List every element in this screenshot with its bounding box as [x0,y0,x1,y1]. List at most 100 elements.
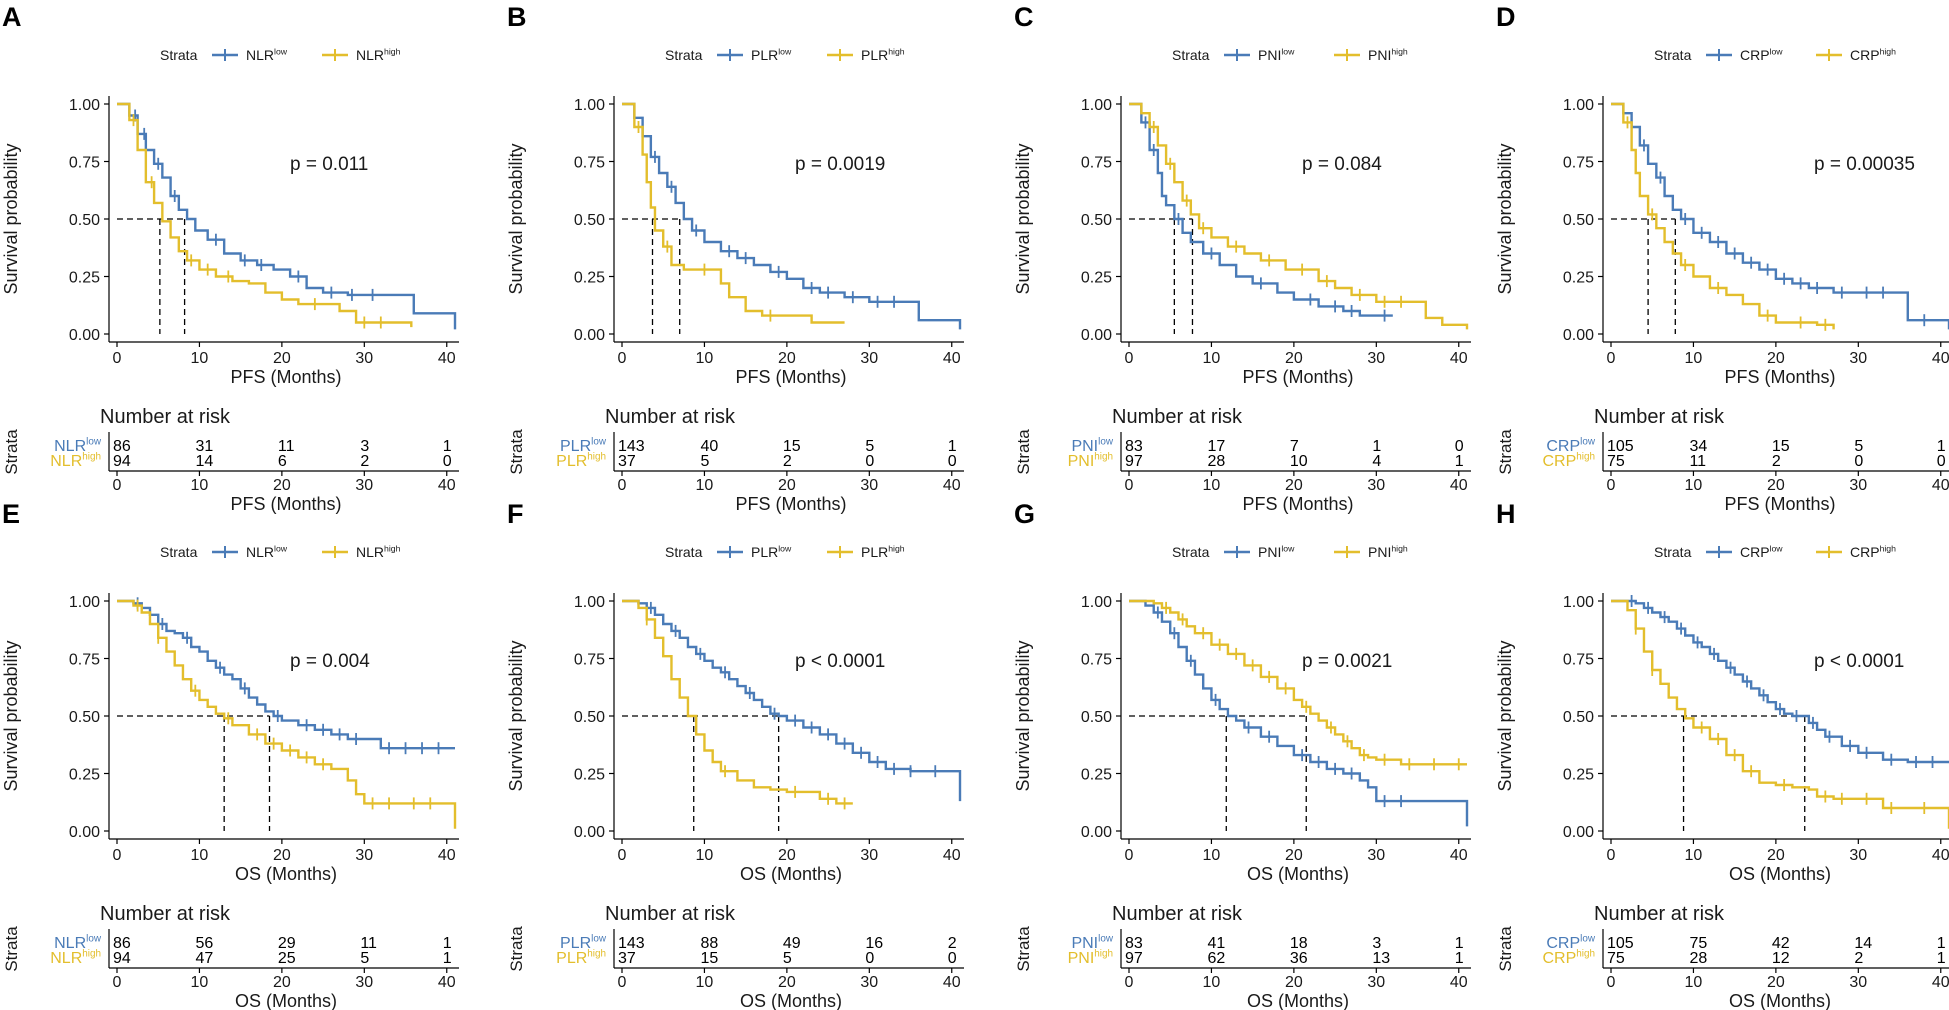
risk-row-label-high-sup: high [587,949,606,960]
risk-count: 10 [1290,453,1308,470]
risk-x-tick-label: 30 [860,974,878,991]
risk-title: Number at risk [605,406,736,428]
legend: Strata PLRlow PLRhigh [665,46,905,63]
km-curve-low [117,599,455,750]
y-tick-label: 0.50 [1081,212,1112,229]
legend-label-low-sup: low [1281,46,1295,56]
risk-row-label-low: CRPlow [1546,934,1595,952]
risk-title: Number at risk [1112,903,1243,925]
risk-x-tick-label: 40 [1932,477,1949,494]
legend: Strata PNIlow PNIhigh [1172,46,1408,63]
legend-label-high-base: PLR [861,544,888,560]
legend-label-high: PLRhigh [861,46,905,63]
risk-strata-label: Strata [1496,926,1515,972]
risk-x-tick-label: 20 [1767,477,1785,494]
km-curve-high [1129,102,1469,330]
risk-x-tick-label: 30 [1367,477,1385,494]
risk-count: 94 [113,950,131,967]
risk-count: 5 [700,453,709,470]
x-tick-label: 10 [1685,350,1703,367]
y-tick-label: 0.75 [1563,652,1594,669]
risk-count: 42 [1772,935,1790,952]
x-tick-label: 20 [778,847,796,864]
risk-count: 1 [948,438,957,455]
y-tick-label: 0.50 [574,709,605,726]
legend-label-low: CRPlow [1740,543,1783,560]
risk-count: 143 [618,438,645,455]
km-curve-high [117,599,457,829]
risk-count: 94 [113,453,131,470]
risk-row-label-high-sup: high [82,452,101,463]
x-tick-label: 10 [191,350,209,367]
legend-label-low-sup: low [1770,46,1784,56]
legend-title: Strata [665,544,703,560]
risk-row-label-high-sup: high [1576,949,1595,960]
x-tick-label: 20 [1767,350,1785,367]
risk-row-label-low-base: NLR [54,935,86,952]
risk-count: 36 [1290,950,1308,967]
legend-label-high: CRPhigh [1850,46,1896,63]
risk-count: 2 [1854,950,1863,967]
risk-row-label-low-base: PLR [560,438,591,455]
x-axis-title: OS (Months) [740,864,842,884]
legend-label-low-base: PNI [1258,544,1281,560]
risk-count: 0 [948,453,957,470]
legend: Strata NLRlow NLRhigh [160,543,401,560]
legend-label-high-sup: high [1391,543,1408,553]
risk-row-label-high-sup: high [587,452,606,463]
risk-count: 11 [278,438,295,455]
risk-count: 75 [1689,935,1707,952]
legend-label-low: CRPlow [1740,46,1783,63]
legend: Strata PLRlow PLRhigh [665,543,905,560]
y-tick-label: 0.25 [1563,767,1594,784]
risk-count: 12 [1772,950,1790,967]
y-tick-label: 0.00 [69,327,100,344]
legend-label-high-sup: high [1880,46,1897,56]
km-curve-low [1129,102,1393,317]
x-tick-label: 30 [860,350,878,367]
risk-x-axis-title: PFS (Months) [735,494,846,514]
risk-x-tick-label: 40 [1450,974,1468,991]
risk-count: 7 [1290,438,1299,455]
x-axis-title: OS (Months) [1729,864,1831,884]
risk-title: Number at risk [605,903,736,925]
x-tick-label: 30 [860,847,878,864]
legend-label-high-sup: high [888,46,905,56]
risk-row-label-low-base: NLR [54,438,86,455]
legend-label-high: PLRhigh [861,543,905,560]
y-tick-label: 0.75 [69,155,100,172]
risk-count: 47 [195,950,213,967]
risk-count: 97 [1125,453,1143,470]
legend-label-high-sup: high [1880,543,1897,553]
y-axis-title: Survival probability [1495,640,1515,791]
y-tick-label: 0.75 [574,652,605,669]
y-tick-label: 0.25 [1081,767,1112,784]
risk-row-label-low-base: CRP [1546,438,1580,455]
km-curve-low [117,102,457,330]
risk-row-label-high-sup: high [82,949,101,960]
x-tick-label: 40 [438,847,456,864]
risk-count: 14 [195,453,213,470]
y-tick-label: 0.00 [69,824,100,841]
km-curve-high [1129,599,1467,766]
p-value: p = 0.011 [290,154,368,175]
legend-label-high-sup: high [888,543,905,553]
risk-x-tick-label: 0 [618,477,627,494]
x-tick-label: 0 [1607,847,1616,864]
legend-title: Strata [665,47,703,63]
legend-label-low: PLRlow [751,46,792,63]
risk-x-tick-label: 10 [1203,477,1221,494]
risk-count: 1 [1937,935,1946,952]
x-axis-title: PFS (Months) [230,367,341,387]
y-tick-label: 0.25 [574,767,605,784]
risk-row-label-low-sup: low [1580,934,1596,945]
y-axis-title: Survival probability [1013,143,1033,294]
risk-count: 75 [1607,453,1625,470]
legend-label-low-sup: low [274,46,288,56]
risk-count: 15 [783,438,801,455]
y-axis-title: Survival probability [1495,143,1515,294]
